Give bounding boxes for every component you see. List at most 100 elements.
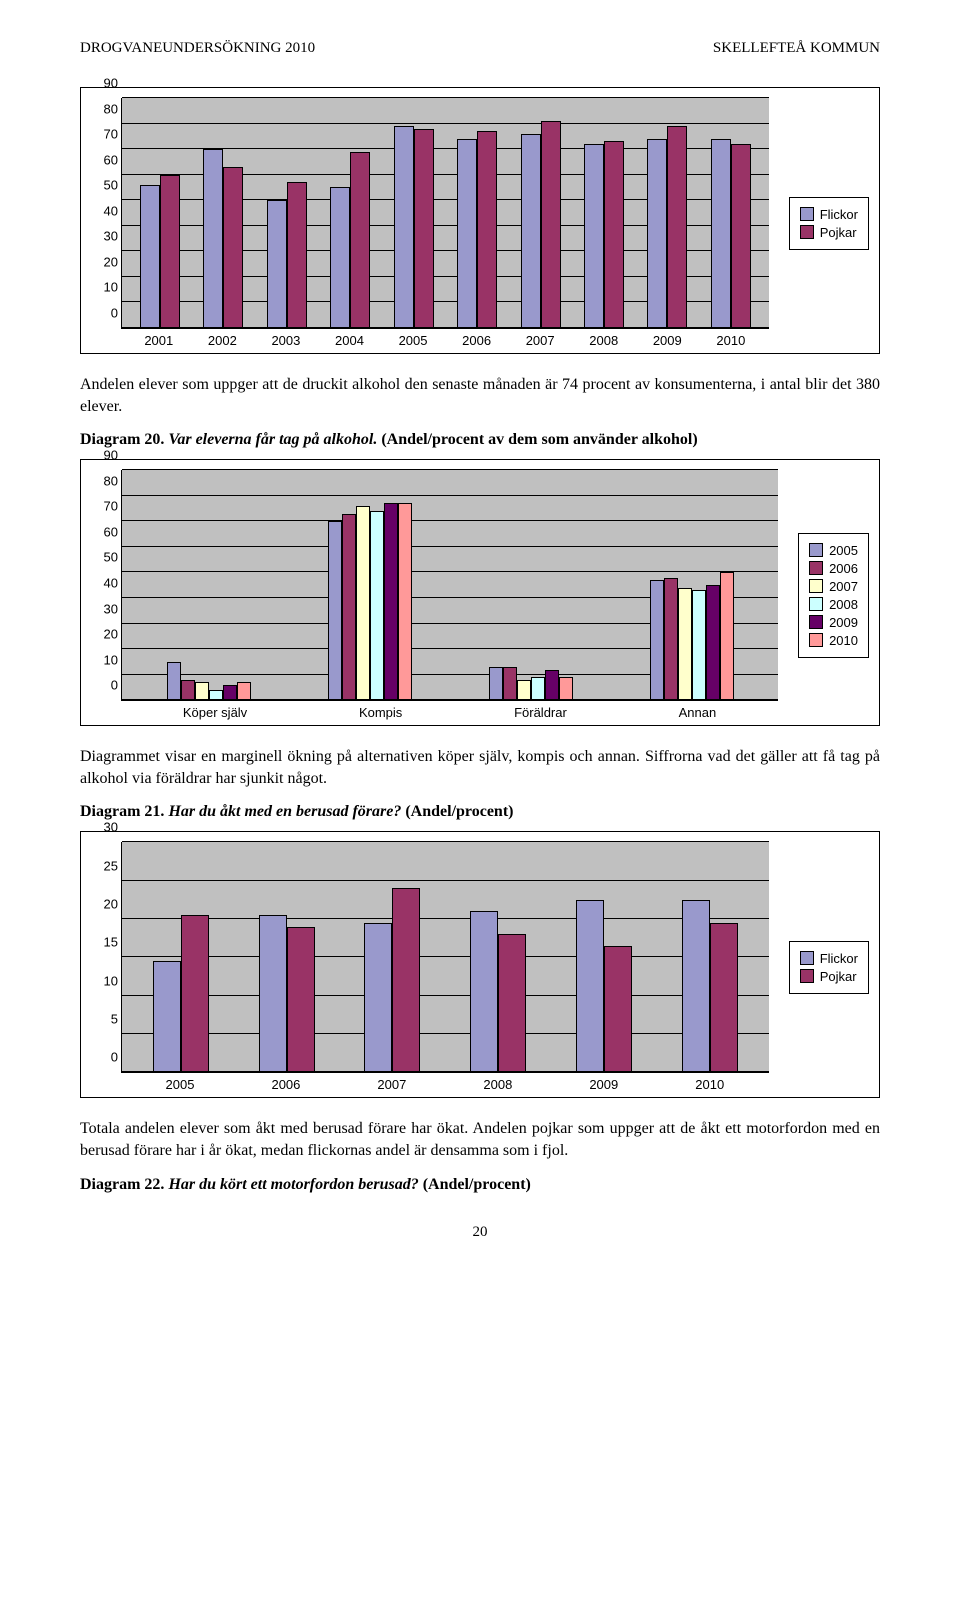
bar (140, 185, 160, 328)
bar-group (259, 842, 315, 1072)
heading-diagram-20: Diagram 20. Var eleverna får tag på alko… (80, 431, 880, 449)
bar (342, 514, 356, 701)
y-axis-label: 40 (92, 575, 118, 590)
y-axis-label: 30 (92, 601, 118, 616)
bar (287, 927, 315, 1073)
x-axis-label: 2003 (271, 333, 300, 348)
heading-22-suffix: (Andel/procent) (423, 1176, 531, 1193)
bar (203, 149, 223, 328)
bar (370, 511, 384, 700)
heading-diagram-22: Diagram 22. Har du kört ett motorfordon … (80, 1176, 880, 1194)
heading-diagram-21: Diagram 21. Har du åkt med en berusad fö… (80, 803, 880, 821)
chart-3-box: 051015202530200520062007200820092010 Fli… (80, 831, 880, 1098)
bar (604, 946, 632, 1073)
chart-2-box: 0102030405060708090Köper självKompisFörä… (80, 459, 880, 726)
x-axis-label: 2010 (695, 1077, 724, 1092)
y-axis-label: 10 (92, 280, 118, 295)
bar (328, 521, 342, 700)
chart-3-legend: FlickorPojkar (789, 941, 869, 994)
heading-22-title: Har du kört ett motorfordon berusad? (168, 1176, 418, 1193)
y-axis-label: 5 (92, 1012, 118, 1027)
bar (167, 662, 181, 700)
header-left: DROGVANEUNDERSÖKNING 2010 (80, 40, 315, 57)
bar-group (647, 98, 687, 328)
y-axis-label: 20 (92, 254, 118, 269)
x-axis-label: 2006 (271, 1077, 300, 1092)
legend-item: Flickor (800, 207, 858, 222)
bar-group (394, 98, 434, 328)
y-axis-label: 60 (92, 524, 118, 539)
y-axis-label: 0 (92, 678, 118, 693)
header-right: SKELLEFTEÅ KOMMUN (713, 40, 880, 57)
bar (181, 915, 209, 1072)
x-axis-label: 2002 (208, 333, 237, 348)
bar (647, 139, 667, 328)
x-axis-label: 2009 (589, 1077, 618, 1092)
y-axis-label: 70 (92, 499, 118, 514)
bar (692, 590, 706, 700)
legend-label: 2010 (829, 633, 858, 648)
bar-group (328, 470, 412, 700)
legend-swatch (809, 633, 823, 647)
bar (477, 131, 497, 328)
legend-swatch (800, 951, 814, 965)
x-axis-label: 2008 (589, 333, 618, 348)
y-axis-label: 20 (92, 627, 118, 642)
legend-swatch (809, 579, 823, 593)
heading-21-label: Diagram 21. (80, 803, 164, 820)
bar (503, 667, 517, 700)
heading-22-label: Diagram 22. (80, 1176, 164, 1193)
y-axis-label: 0 (92, 1050, 118, 1065)
heading-21-suffix: (Andel/procent) (405, 803, 513, 820)
x-axis-label: Köper själv (183, 705, 247, 720)
bar-group (364, 842, 420, 1072)
legend-label: Flickor (820, 207, 858, 222)
chart-1-legend: Flickor Pojkar (789, 197, 869, 250)
bar (517, 680, 531, 700)
legend-label: 2007 (829, 579, 858, 594)
paragraph-1: Andelen elever som uppger att de druckit… (80, 374, 880, 417)
y-axis-label: 90 (92, 448, 118, 463)
y-axis-label: 30 (92, 229, 118, 244)
y-axis-label: 80 (92, 473, 118, 488)
legend-item: Pojkar (800, 969, 858, 984)
y-axis-label: 60 (92, 152, 118, 167)
bar (287, 182, 307, 328)
legend-item: 2007 (809, 579, 858, 594)
bar (720, 572, 734, 700)
bar (710, 923, 738, 1073)
bar-group (711, 98, 751, 328)
y-axis-label: 0 (92, 306, 118, 321)
legend-swatch (800, 969, 814, 983)
bar (545, 670, 559, 701)
bar (678, 588, 692, 700)
y-axis-label: 20 (92, 897, 118, 912)
bar-group (489, 470, 573, 700)
legend-label: Pojkar (820, 225, 857, 240)
bar (711, 139, 731, 328)
legend-swatch (809, 615, 823, 629)
x-axis-label: 2006 (462, 333, 491, 348)
bar (414, 129, 434, 328)
bar (682, 900, 710, 1073)
bar (330, 187, 350, 328)
x-axis-label: Kompis (359, 705, 402, 720)
bar (470, 911, 498, 1072)
page-number: 20 (80, 1224, 880, 1241)
x-axis-label: 2005 (166, 1077, 195, 1092)
bar (392, 888, 420, 1072)
bar (195, 682, 209, 700)
bar (223, 685, 237, 700)
y-axis-label: 40 (92, 203, 118, 218)
bar (531, 677, 545, 700)
y-axis-label: 90 (92, 76, 118, 91)
legend-item: Pojkar (800, 225, 858, 240)
legend-item: 2005 (809, 543, 858, 558)
y-axis-label: 30 (92, 820, 118, 835)
x-axis-label: 2005 (399, 333, 428, 348)
legend-swatch (800, 225, 814, 239)
chart-1-box: 0102030405060708090200120022003200420052… (80, 87, 880, 354)
x-axis-label: 2007 (377, 1077, 406, 1092)
bar-group (153, 842, 209, 1072)
bar-group (203, 98, 243, 328)
